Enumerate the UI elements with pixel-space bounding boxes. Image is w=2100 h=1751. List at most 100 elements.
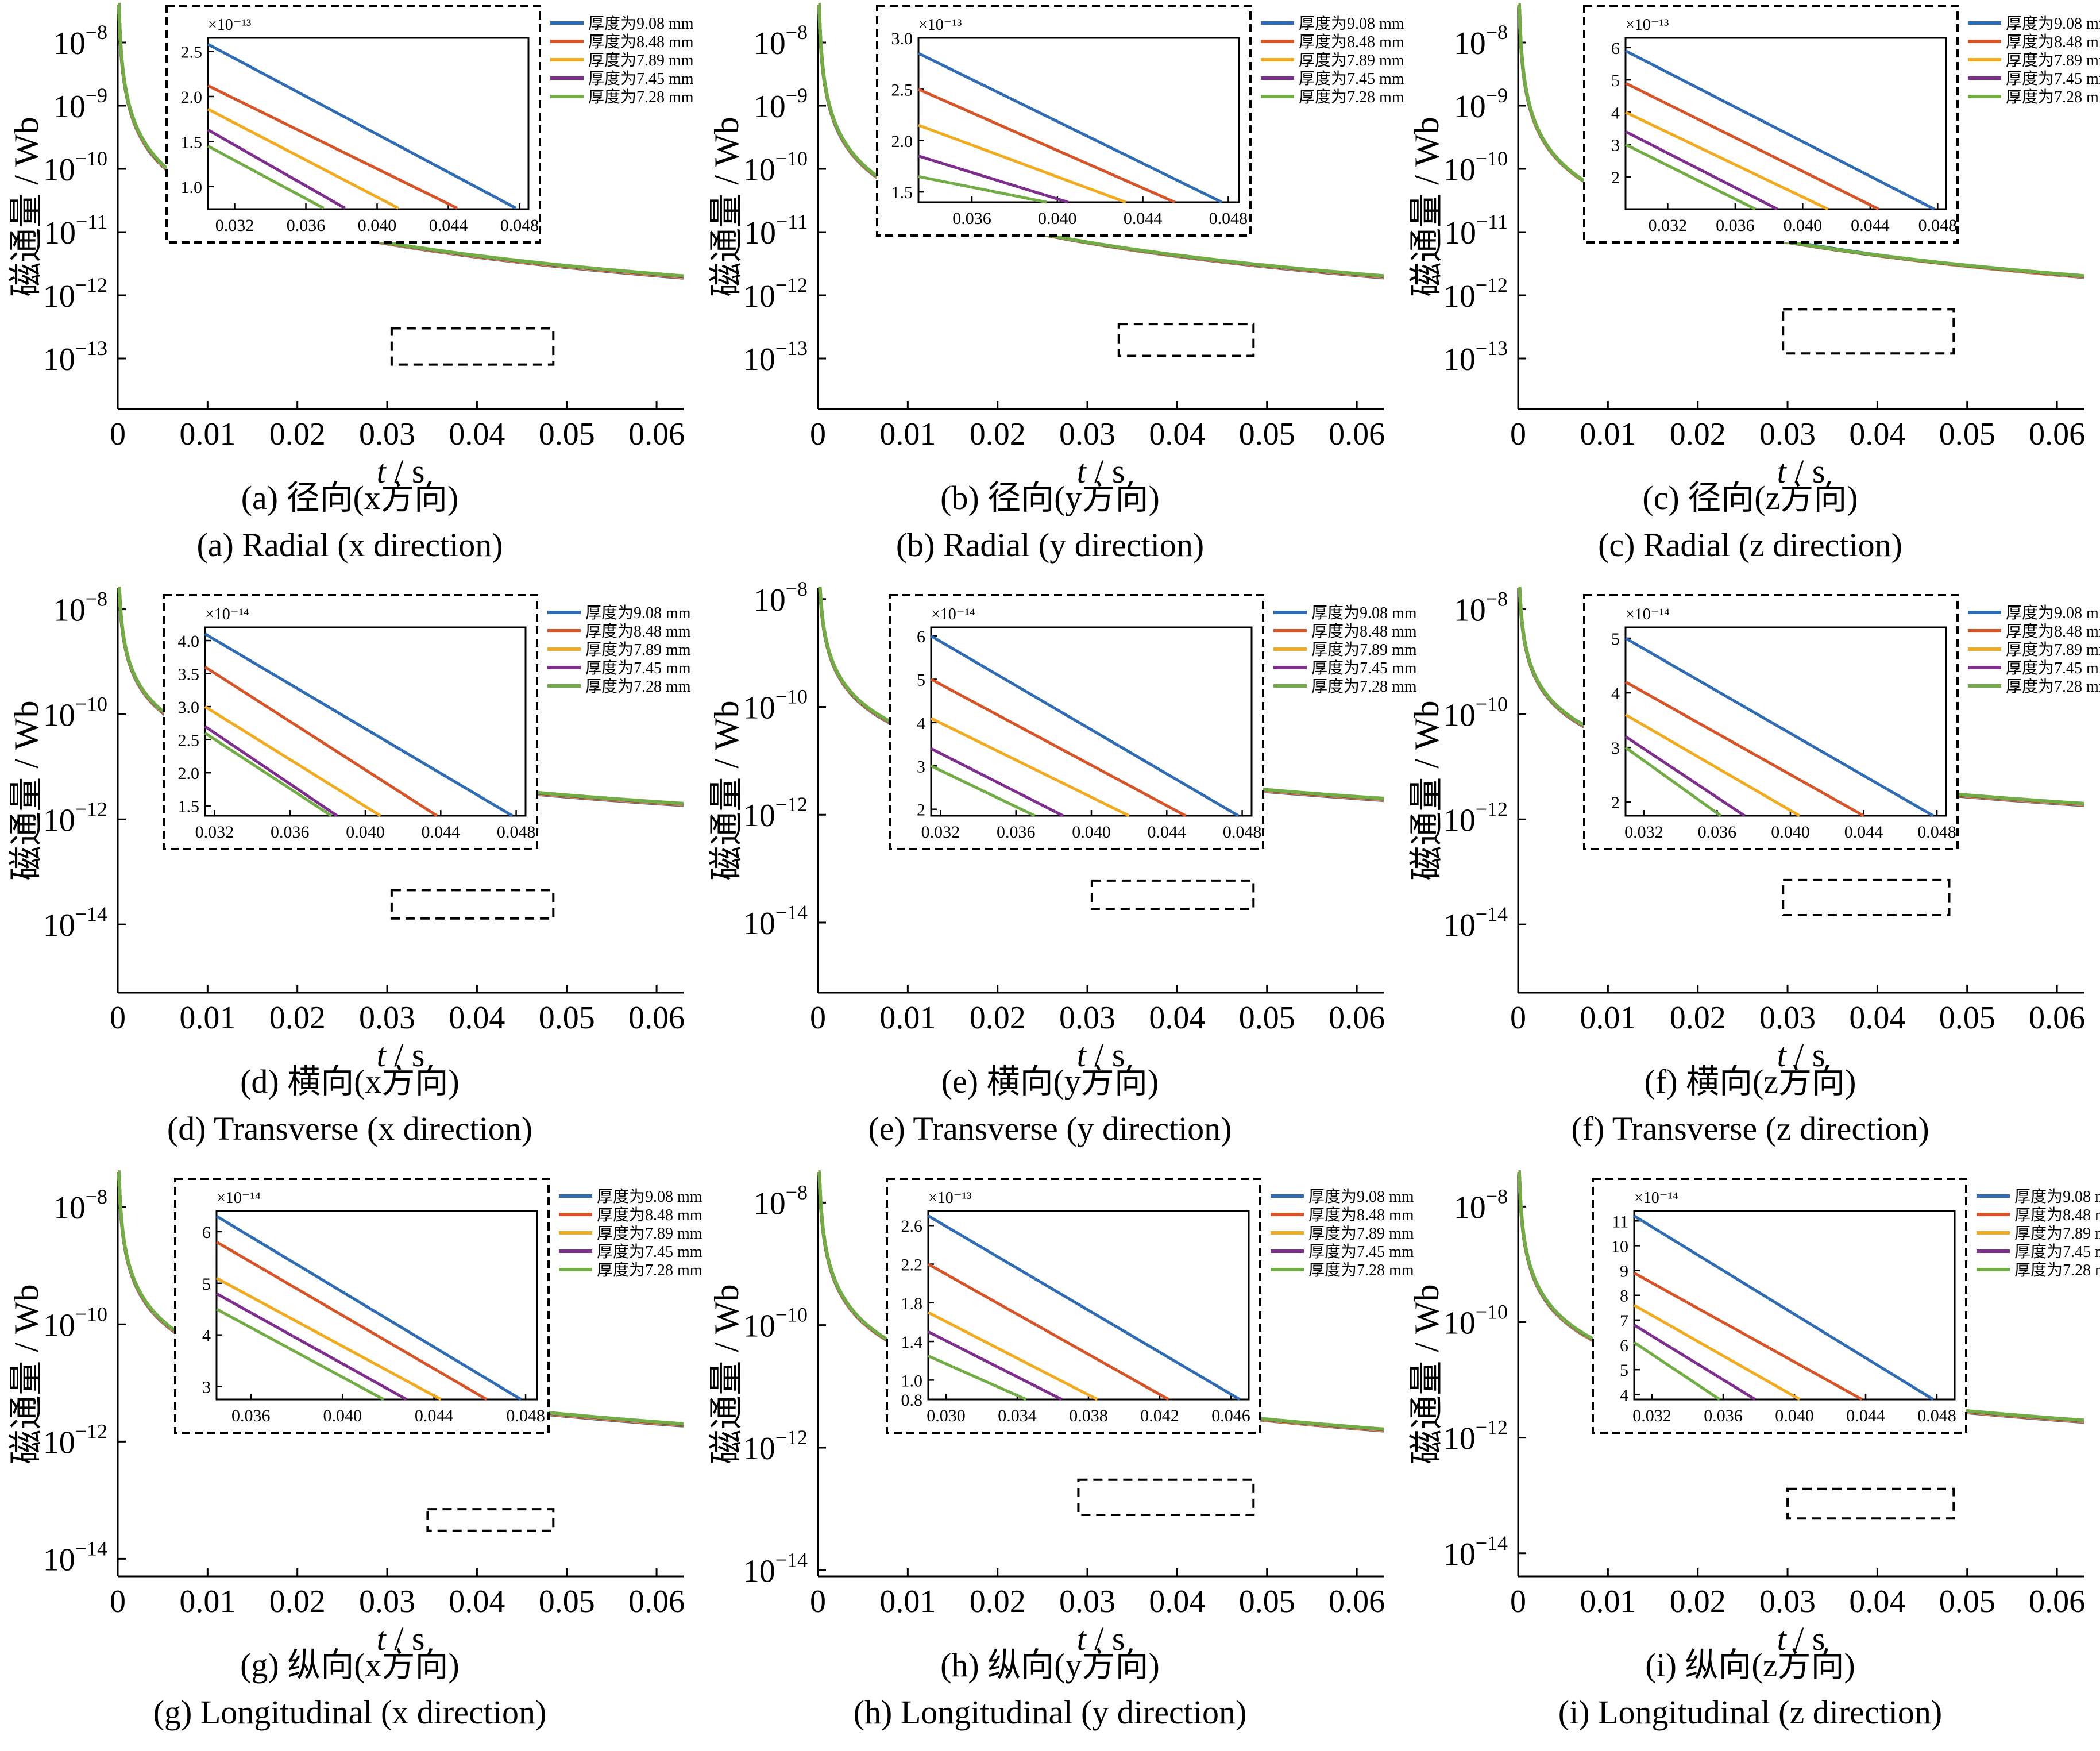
inset: ×10⁻¹³ 1.0 1.5 2.0 2.5 0.032 0.036 0.040 0.044 0.… [165, 5, 541, 244]
inset-series-line-4 [930, 747, 1064, 817]
x-tick-label: 0.06 [1329, 416, 1385, 452]
zoom-box [426, 1508, 555, 1532]
x-axis-label-var: t [1777, 1620, 1788, 1657]
y-tick-exponent: −12 [775, 273, 808, 296]
inset-exponent: ×10⁻¹³ [928, 1189, 971, 1207]
inset-series-line-4 [927, 1330, 1063, 1401]
zoom-box [1786, 1487, 1955, 1520]
legend-label-3: 厚度为7.89 mm [585, 641, 691, 659]
inset-y-tick-label: 2 [917, 801, 925, 820]
caption-cn-c: (c) 径向(z方向) [1642, 479, 1858, 516]
y-tick-label: 10−10 [1443, 692, 1508, 733]
legend-label-4: 厚度为7.45 mm [1299, 70, 1404, 88]
y-tick-label: 10−13 [743, 337, 808, 377]
y-tick-label: 10−14 [743, 901, 808, 942]
inset-axes [917, 37, 1240, 203]
y-tick-label: 10−14 [43, 903, 107, 943]
inset-y-tick-label: 4 [917, 714, 925, 733]
y-tick-exponent: −9 [1486, 84, 1508, 107]
legend-label-3: 厚度为7.89 mm [597, 1224, 702, 1243]
y-tick-exponent: −11 [76, 210, 107, 233]
x-tick-label: 0.02 [970, 416, 1026, 452]
x-tick-label: 0.01 [879, 416, 936, 452]
x-tick-label: 0.05 [539, 1000, 595, 1036]
inset-series-line-3 [204, 705, 381, 817]
inset-series-line-4 [1624, 130, 1778, 211]
x-axis-label-unit: / s [1086, 1620, 1125, 1657]
legend-label-4: 厚度为7.45 mm [2006, 70, 2100, 88]
inset-series-line-5 [927, 1355, 1027, 1401]
x-axis-label-var: t [1777, 453, 1788, 490]
legend-label-2: 厚度为8.48 mm [1311, 622, 1417, 641]
inset-axes [215, 1210, 538, 1401]
inset-series-line-1 [215, 1214, 522, 1401]
panel-b: 10−8 10−9 10−10 10−11 10−12 10−13 0 0.01 0.02 0.0… [700, 0, 1404, 584]
y-tick-exponent: −12 [775, 793, 808, 816]
x-axis-label: t / s [1077, 1036, 1125, 1074]
x-axis-label-unit: / s [1086, 1036, 1125, 1074]
x-tick-label: 0.06 [1329, 1000, 1385, 1036]
inset-series-line-1 [204, 632, 514, 817]
inset-series-line-4 [1633, 1324, 1757, 1401]
x-tick-label: 0.03 [359, 1584, 415, 1619]
y-tick-label: 10−8 [53, 21, 107, 61]
y-tick-exponent: −10 [775, 685, 808, 708]
legend-label-3: 厚度为7.89 mm [2006, 641, 2100, 659]
x-tick-label: 0.06 [1329, 1584, 1385, 1619]
y-tick-label: 10−8 [53, 1185, 107, 1226]
x-tick-label: 0.01 [879, 1584, 936, 1619]
x-axis-label-var: t [377, 1036, 387, 1074]
inset-series-line-3 [207, 107, 399, 210]
caption-en-i: (i) Longitudinal (z direction) [1558, 1694, 1943, 1731]
caption-cn-d: (d) 横向(x方向) [240, 1063, 460, 1100]
inset-y-tick-label: 4 [202, 1326, 211, 1345]
x-axis-label-unit: / s [386, 1620, 425, 1657]
inset-x-tick-label: 0.032 [195, 823, 234, 842]
legend-label-5: 厚度为7.28 mm [585, 677, 691, 696]
legend-label-5: 厚度为7.28 mm [2014, 1261, 2100, 1279]
x-axis-label: t / s [1777, 1620, 1825, 1657]
inset-y-tick-label: 2.2 [901, 1256, 923, 1275]
chart-g: 10−8 10−10 10−12 10−140 0.01 0.02 0.03 0.04 0.05… [7, 1170, 702, 1657]
caption-en-e: (e) Transverse (y direction) [868, 1110, 1232, 1147]
legend-label-5: 厚度为7.28 mm [2006, 677, 2100, 696]
legend-label-4: 厚度为7.45 mm [585, 659, 691, 677]
inset-series-line-3 [1633, 1303, 1801, 1401]
x-axis-label-var: t [377, 453, 387, 490]
inset-exponent: ×10⁻¹³ [208, 16, 251, 34]
inset-y-tick-label: 2.0 [181, 88, 203, 107]
y-tick-label: 10−8 [1454, 21, 1508, 61]
inset-x-tick-label: 0.036 [1704, 1406, 1743, 1425]
inset-exponent: ×10⁻¹⁴ [1626, 605, 1670, 623]
inset-y-tick-label: 2 [1611, 793, 1620, 812]
caption-en-c: (c) Radial (z direction) [1598, 526, 1902, 564]
inset-y-tick-label: 2.5 [181, 43, 203, 62]
inset-y-tick-label: 1.5 [181, 133, 203, 152]
x-axis-label: t / s [1777, 453, 1825, 490]
x-tick-label: 0.03 [1059, 1584, 1115, 1619]
inset-x-tick-label: 0.040 [1072, 823, 1111, 842]
y-tick-label: 10−14 [1443, 903, 1508, 943]
inset-y-tick-label: 1.0 [181, 178, 203, 197]
y-tick-label: 10−10 [1443, 147, 1508, 188]
y-tick-label: 10−10 [43, 147, 107, 188]
inset-series-line-1 [917, 52, 1223, 204]
y-tick-exponent: −8 [786, 577, 808, 600]
y-tick-label: 10−12 [743, 273, 808, 314]
panel-c: 10−8 10−9 10−10 10−11 10−12 10−13 0 0.01 0.02 0.0… [1400, 0, 2100, 584]
inset-series-line-5 [207, 145, 325, 210]
inset-exponent: ×10⁻¹⁴ [1634, 1189, 1678, 1207]
x-axis-label-var: t [1777, 1036, 1788, 1074]
legend-label-3: 厚度为7.89 mm [1311, 641, 1417, 659]
y-tick-exponent: −13 [75, 337, 107, 360]
legend-label-3: 厚度为7.89 mm [1299, 51, 1404, 70]
y-tick-exponent: −12 [775, 1426, 808, 1449]
inset-x-tick-label: 0.040 [323, 1406, 362, 1425]
y-tick-label: 10−13 [1443, 337, 1508, 377]
inset-y-tick-label: 2 [1611, 168, 1620, 187]
inset: ×10⁻¹⁴ 1.5 2.0 2.5 3.0 3.5 4.0 0.032 0.036 0.040 0… [163, 594, 538, 850]
inset-series-line-4 [204, 725, 338, 817]
y-tick-exponent: −12 [1476, 797, 1508, 820]
panel-h: 10−8 10−10 10−12 10−14 0 0.01 0.02 0.03 0.04 0.05… [700, 1167, 1414, 1751]
panel-d: 10−8 10−10 10−12 10−14 0 0.01 0.02 0.03 0.04 0.05… [0, 584, 700, 1167]
